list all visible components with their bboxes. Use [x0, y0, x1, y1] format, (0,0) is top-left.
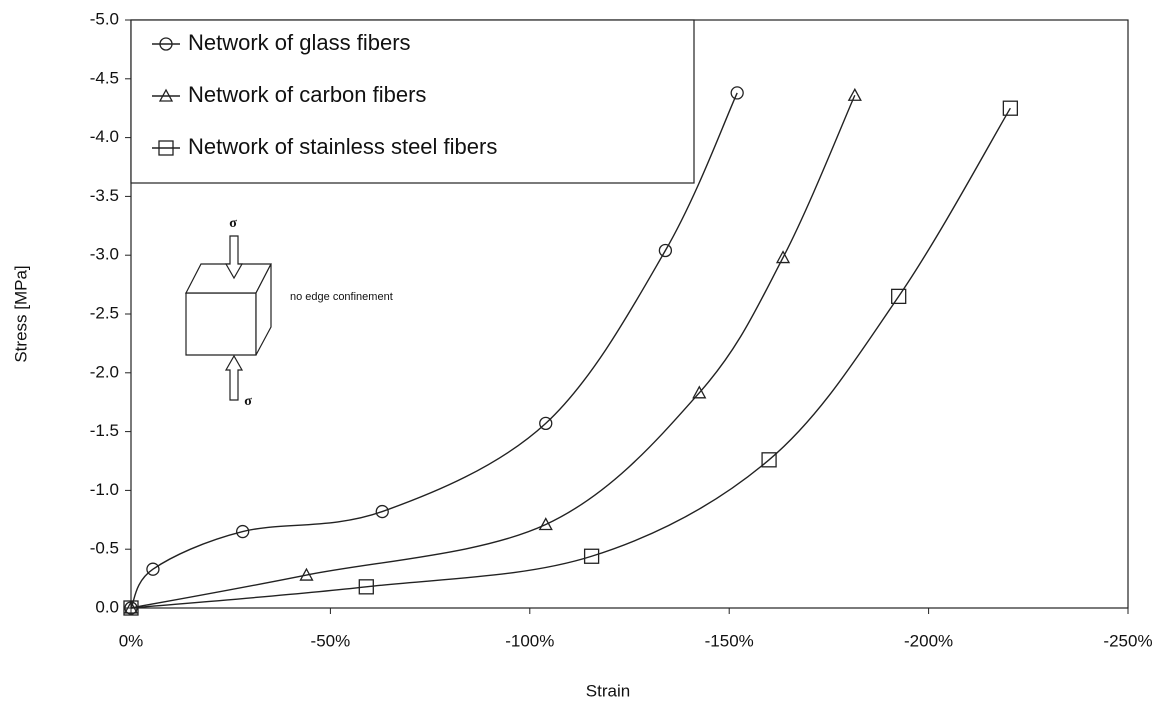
marker — [236, 524, 250, 539]
marker — [146, 562, 160, 576]
x-tick-label: -100% — [505, 631, 554, 650]
legend-label: Network of stainless steel fibers — [188, 134, 497, 159]
y-tick-label: -3.0 — [90, 245, 119, 264]
y-tick-label: -5.0 — [90, 9, 119, 28]
x-tick-label: -200% — [904, 631, 953, 650]
x-tick-label: -150% — [705, 631, 754, 650]
x-tick-label: -50% — [311, 631, 351, 650]
y-tick-label: -2.5 — [90, 303, 119, 322]
sigma-bottom: σ — [244, 394, 252, 409]
series-line — [130, 107, 1011, 609]
marker — [692, 385, 707, 399]
marker — [891, 288, 907, 305]
series-line — [130, 92, 738, 609]
marker — [847, 87, 862, 101]
inset-diagram — [185, 235, 272, 401]
y-tick-label: 0.0 — [95, 597, 119, 616]
legend-box — [130, 19, 695, 184]
series-line — [130, 94, 856, 609]
y-tick-label: -4.5 — [90, 68, 119, 87]
marker — [761, 452, 777, 468]
marker — [158, 140, 174, 156]
marker — [358, 579, 374, 595]
legend-label: Network of glass fibers — [188, 30, 411, 55]
legend: Network of glass fibers Network of carbon… — [130, 19, 695, 184]
legend-label: Network of carbon fibers — [188, 82, 426, 107]
marker — [159, 37, 173, 51]
x-tick-label: -250% — [1103, 631, 1152, 650]
marker — [375, 504, 389, 519]
y-tick-label: -1.5 — [90, 421, 119, 440]
y-axis-label: Stress [MPa] — [11, 265, 30, 362]
y-tick-label: -1.0 — [90, 480, 119, 499]
y-tick-label: -2.0 — [90, 362, 119, 381]
marker — [730, 86, 744, 100]
x-tick-label: 0% — [119, 631, 144, 650]
marker — [658, 243, 673, 258]
marker — [123, 600, 139, 616]
marker — [299, 567, 314, 581]
marker — [158, 88, 174, 102]
marker — [1002, 100, 1019, 116]
x-axis-label: Strain — [586, 681, 630, 700]
marker — [539, 416, 553, 431]
y-tick-label: -3.5 — [90, 186, 119, 205]
y-tick-label: -0.5 — [90, 539, 119, 558]
marker — [583, 548, 600, 564]
inset-note: no edge confinement — [290, 291, 393, 303]
marker — [775, 250, 791, 264]
sigma-top: σ — [229, 216, 237, 231]
y-tick-label: -4.0 — [90, 127, 119, 146]
marker — [538, 517, 553, 531]
